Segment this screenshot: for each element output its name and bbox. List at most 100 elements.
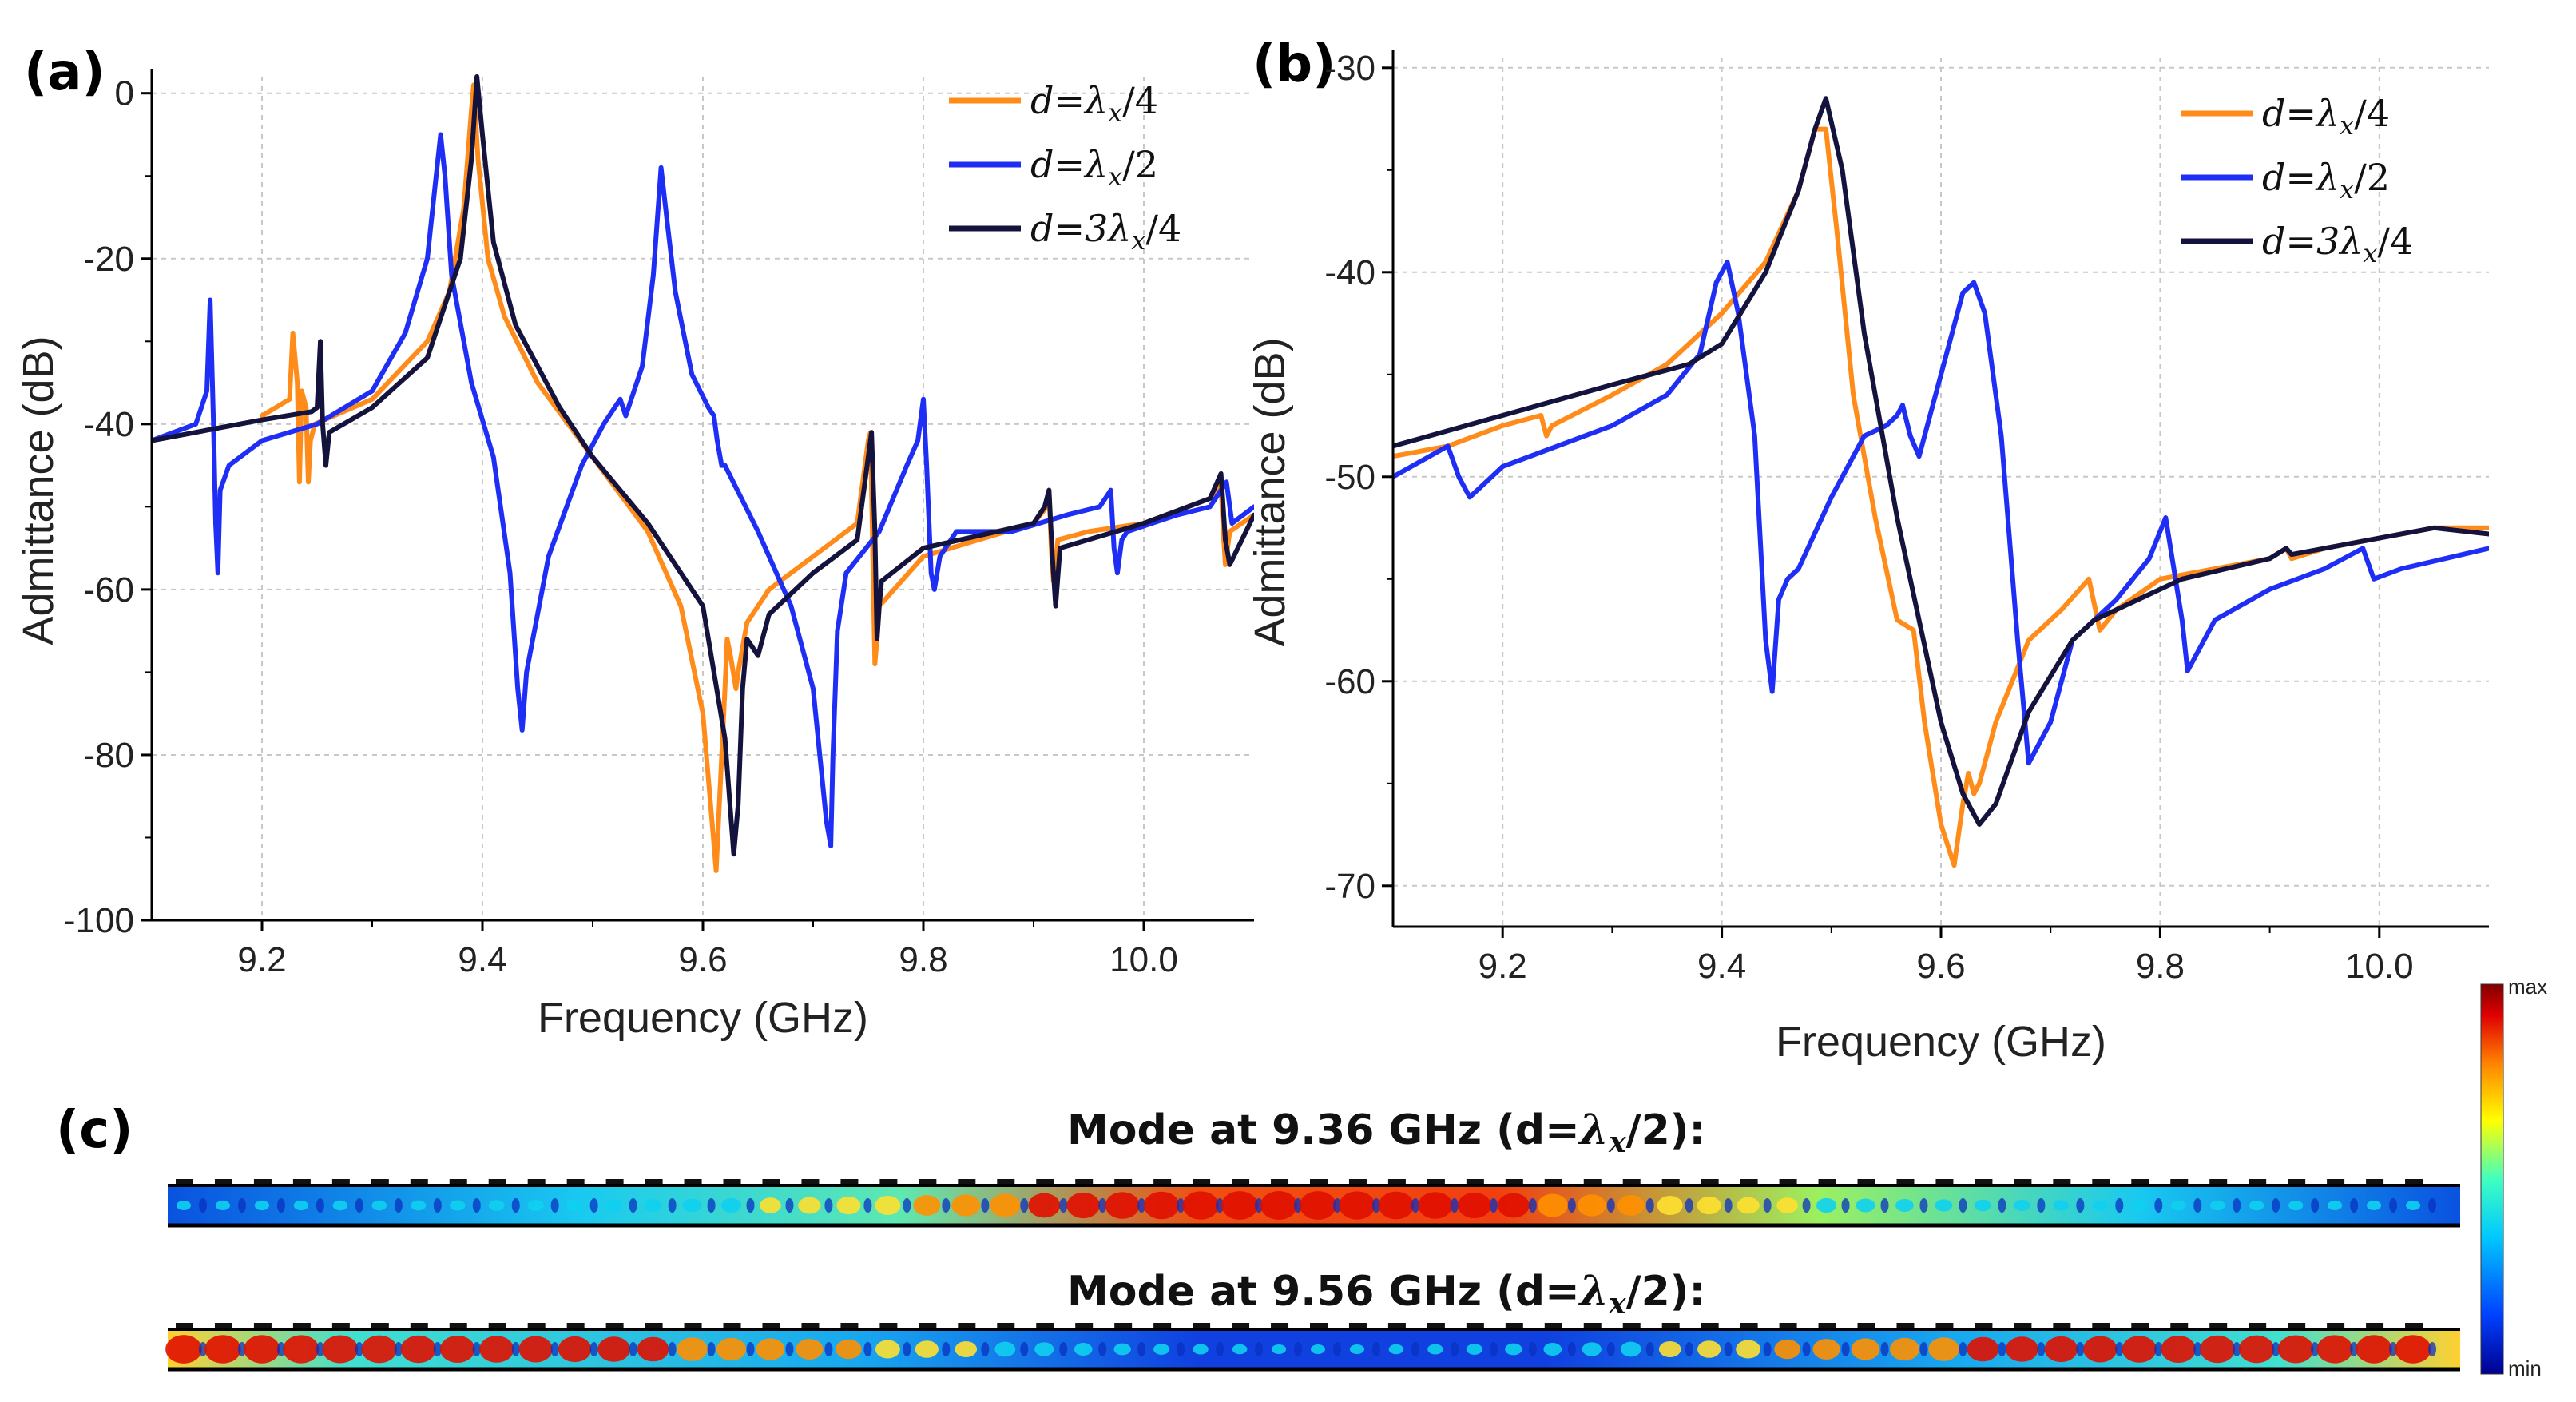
grating-tooth	[2131, 1179, 2149, 1187]
grating-tooth	[762, 1179, 780, 1187]
field-lobe	[1105, 1192, 1140, 1219]
field-node	[746, 1198, 755, 1213]
field-node	[1059, 1198, 1068, 1213]
mode-2-title: Mode at 9.56 GHz (d=λx/2):	[1067, 1267, 1705, 1321]
field-node	[1998, 1342, 2006, 1356]
legend-label-b-2: d=λx/2	[2262, 156, 2390, 205]
field-node	[1098, 1342, 1107, 1356]
field-node	[2193, 1342, 2202, 1356]
field-lobe	[637, 1336, 669, 1362]
grating-tooth	[1271, 1323, 1289, 1331]
field-node	[1606, 1198, 1615, 1213]
field-node	[668, 1342, 677, 1356]
series-line-a-1	[260, 82, 1254, 873]
grating-tooth	[2288, 1179, 2306, 1187]
field-node	[2154, 1342, 2163, 1356]
grating-tooth	[840, 1323, 859, 1331]
grating-tooth	[2327, 1179, 2345, 1187]
y-tick-label-b: -40	[1324, 253, 1375, 292]
grating-tooth	[879, 1323, 898, 1331]
field-node	[2233, 1198, 2241, 1213]
field-node	[550, 1342, 559, 1356]
x-tick-label-b: 9.4	[1697, 947, 1746, 986]
field-lobe	[165, 1335, 202, 1364]
field-node	[199, 1198, 207, 1213]
field-lobe	[479, 1336, 514, 1363]
y-tick-label-a: -100	[64, 901, 134, 940]
grating-tooth	[762, 1323, 780, 1331]
field-lobe	[332, 1200, 348, 1211]
field-node	[1020, 1198, 1029, 1213]
grating-tooth	[919, 1179, 937, 1187]
y-axis-title-b: Admittance (dB)	[1246, 337, 1294, 646]
field-lobe	[1458, 1192, 1491, 1219]
panel-label-a: (a)	[24, 43, 105, 102]
field-lobe	[756, 1338, 785, 1360]
y-tick-label-b: -50	[1324, 458, 1375, 497]
colorbar-min-label: min	[2508, 1356, 2542, 1380]
field-lobe	[1388, 1344, 1404, 1355]
grating-tooth	[605, 1179, 624, 1187]
field-node	[2311, 1198, 2320, 1213]
grating-tooth	[253, 1179, 272, 1187]
x-tick-label-b: 10.0	[2345, 947, 2414, 986]
field-lobe	[1271, 1344, 1287, 1355]
mode-2-field-map	[165, 1323, 2460, 1372]
field-lobe	[361, 1335, 398, 1364]
field-node	[433, 1342, 442, 1356]
field-node	[1802, 1342, 1811, 1356]
field-lobe	[1928, 1337, 1959, 1361]
field-lobe	[1066, 1192, 1100, 1219]
colorbar-max-label: max	[2508, 975, 2547, 999]
field-node	[2037, 1198, 2046, 1213]
grating-tooth	[292, 1323, 311, 1331]
field-lobe	[1074, 1342, 1093, 1356]
x-tick-label-b: 9.8	[2136, 947, 2185, 986]
grating-tooth	[1779, 1323, 1797, 1331]
field-lobe	[244, 1335, 280, 1364]
x-tick-label-a: 9.6	[678, 940, 727, 979]
grating-tooth	[527, 1323, 546, 1331]
grating-tooth	[2249, 1179, 2267, 1187]
legend-label-a-3: d=3λx/4	[1030, 207, 1181, 256]
field-lobe	[1816, 1197, 1837, 1213]
grating-tooth	[684, 1179, 702, 1187]
field-node	[1567, 1198, 1576, 1213]
grating-tooth	[292, 1179, 311, 1187]
field-lobe	[1497, 1193, 1530, 1218]
field-node	[589, 1198, 598, 1213]
grating-tooth	[997, 1179, 1015, 1187]
field-node	[433, 1198, 442, 1213]
legend-label-b-3: d=3λx/4	[2262, 220, 2413, 268]
field-node	[903, 1198, 911, 1213]
field-lobe	[1851, 1338, 1880, 1360]
mode-2-field-pattern	[165, 1335, 2437, 1364]
grating-tooth	[1114, 1179, 1133, 1187]
field-node	[2154, 1198, 2163, 1213]
field-node	[1255, 1342, 1264, 1356]
grating-tooth	[2209, 1179, 2228, 1187]
field-lobe	[2161, 1336, 2197, 1363]
grating-tooth	[1975, 1323, 1993, 1331]
field-node	[2076, 1342, 2085, 1356]
field-lobe	[1658, 1340, 1681, 1358]
field-lobe	[875, 1196, 901, 1215]
field-node	[785, 1342, 794, 1356]
grating-tooth	[1857, 1323, 1875, 1331]
field-node	[589, 1342, 598, 1356]
y-tick-label-a: -40	[83, 405, 134, 444]
grating-tooth	[2366, 1323, 2384, 1331]
field-lobe	[2092, 1200, 2108, 1211]
field-lobe	[2249, 1200, 2264, 1211]
field-node	[2037, 1342, 2046, 1356]
grating-tooth	[566, 1323, 585, 1331]
y-tick-label-a: 0	[115, 74, 134, 113]
field-lobe	[2395, 1335, 2431, 1364]
mode-1-field-map	[168, 1179, 2460, 1228]
chart-b: 9.2 9.4 9.6 9.8 10.0 -30 -40 -50 -60 -70 Frequenc…	[1246, 49, 2489, 1066]
grating-tooth	[2014, 1179, 2032, 1187]
grating-tooth	[1583, 1179, 1602, 1187]
field-lobe	[915, 1340, 939, 1358]
grating-tooth	[997, 1323, 1015, 1331]
grating-tooth	[1896, 1323, 1915, 1331]
